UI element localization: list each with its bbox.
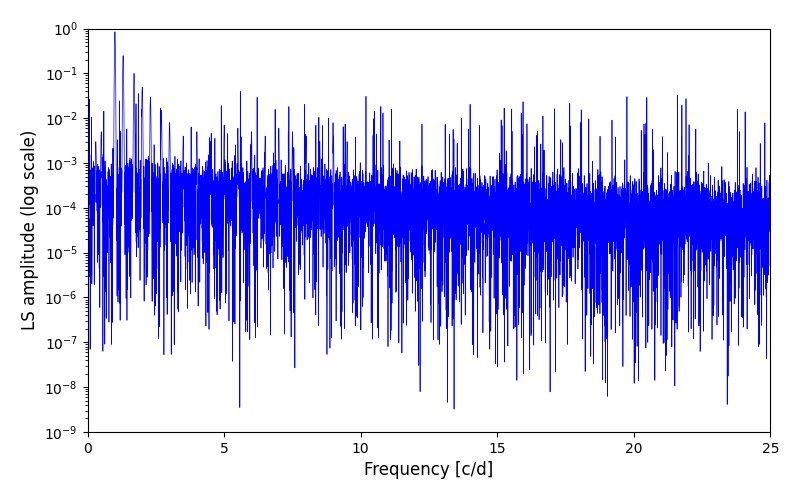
Y-axis label: LS amplitude (log scale): LS amplitude (log scale) (21, 130, 39, 330)
X-axis label: Frequency [c/d]: Frequency [c/d] (364, 461, 494, 479)
